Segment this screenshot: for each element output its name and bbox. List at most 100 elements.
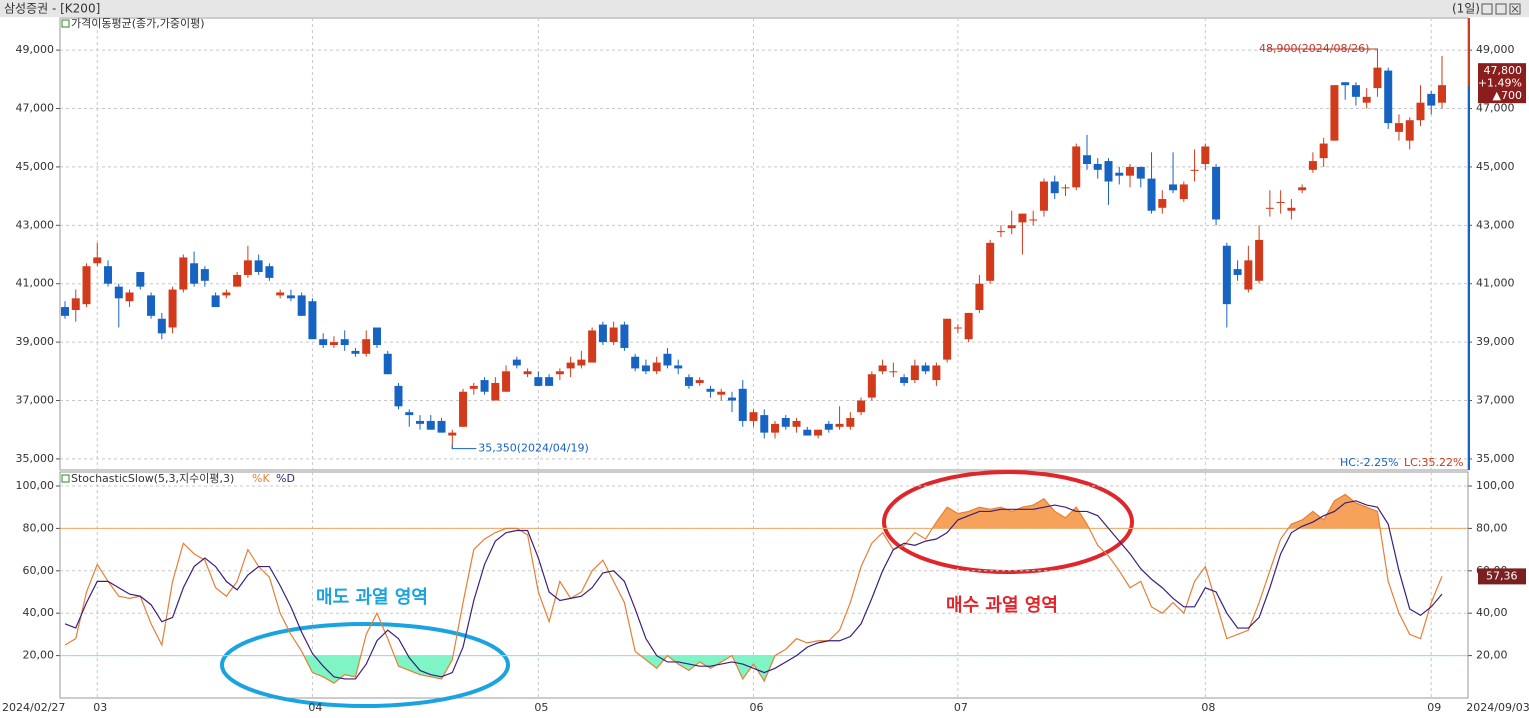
candle-body (211, 295, 220, 308)
candle-body (362, 339, 371, 354)
y-tick-label-right: 37,000 (1476, 394, 1515, 407)
candle-body (717, 391, 726, 395)
candle-body (523, 371, 532, 375)
y-tick-label: 100,00 (16, 479, 55, 492)
candle-body (1158, 199, 1167, 208)
oversold-fill (65, 655, 1442, 684)
x-tick-label: 07 (954, 701, 968, 714)
candle-body (760, 415, 769, 433)
candle-body (168, 289, 177, 328)
candle-body (727, 397, 736, 401)
candle-body (394, 385, 403, 407)
candle-body (1276, 201, 1285, 203)
candle-body (1308, 161, 1317, 170)
candle-body (437, 420, 446, 433)
candle-body (663, 353, 672, 366)
candle-body (340, 339, 349, 346)
candle-body (351, 350, 360, 354)
y-tick-label: 41,000 (16, 277, 55, 290)
candle-body (233, 274, 242, 287)
candle-body (1039, 181, 1048, 211)
x-tick-label: 05 (534, 701, 548, 714)
stoch-legend: StochasticSlow(5,3,지수이평,3) (71, 472, 234, 485)
candle-body (1061, 187, 1070, 189)
candle-body (1201, 146, 1210, 164)
candle-body (803, 429, 812, 436)
last-value-label: 57,36 (1486, 569, 1518, 582)
x-tick-label: 06 (750, 701, 764, 714)
candle-body (1341, 82, 1350, 86)
candle-body (814, 429, 823, 436)
y-tick-label: 35,000 (16, 452, 55, 465)
y-tick-label-right: 80,00 (1476, 521, 1508, 534)
candle-body (383, 353, 392, 375)
candle-body (588, 330, 597, 363)
candle-body (1330, 85, 1339, 141)
candle-body (566, 362, 575, 369)
last-price-label: ▲700 (1493, 89, 1522, 102)
candle-body (147, 295, 156, 316)
y-tick-label: 20,00 (23, 649, 55, 662)
candle-body (372, 327, 381, 346)
candle-body (329, 342, 338, 346)
last-price-label: 47,800 (1484, 64, 1523, 77)
candle-body (480, 380, 489, 392)
candle-body (910, 365, 919, 381)
candle-body (1416, 102, 1425, 121)
candle-body (749, 412, 758, 421)
candle-body (771, 423, 780, 433)
candle-body (932, 365, 941, 381)
candle-body (1072, 146, 1081, 188)
candle-body (1126, 166, 1135, 176)
candle-body (975, 283, 984, 310)
y-tick-label: 49,000 (16, 43, 55, 56)
series-line (64, 500, 1443, 680)
candle-body (1018, 213, 1027, 223)
candle-body (674, 365, 683, 369)
candle-body (1298, 187, 1307, 191)
y-tick-label: 47,000 (16, 102, 55, 115)
x-end-label: 2024/09/03 (1466, 701, 1529, 714)
candle-body (953, 327, 962, 329)
candle-body (577, 359, 586, 366)
y-tick-label-right: 100,00 (1476, 479, 1515, 492)
candle-body (921, 365, 930, 372)
overbought-ellipse (882, 470, 1134, 574)
legend-d: %D (276, 472, 295, 485)
candle-body (609, 327, 618, 343)
candle-body (878, 365, 887, 372)
title-bar (0, 0, 1529, 17)
candle-body (1427, 93, 1436, 106)
candle-body (1319, 143, 1328, 159)
candle-body (1287, 207, 1296, 211)
candle-body (1050, 181, 1059, 194)
y-tick-label-right: 49,000 (1476, 43, 1515, 56)
candle-body (319, 339, 328, 346)
candle-body (190, 263, 199, 284)
candle-body (641, 365, 650, 372)
candle-body (243, 260, 252, 275)
candle-body (114, 286, 123, 299)
window-buttons[interactable] (1481, 3, 1521, 15)
candle-body (1082, 155, 1091, 164)
candle-body (222, 292, 231, 296)
y-tick-label-right: 43,000 (1476, 218, 1515, 231)
last-value-box (1478, 568, 1526, 585)
candle-body (104, 266, 113, 284)
candle-body (469, 385, 478, 389)
max-arrow (1267, 48, 1378, 54)
candle-body (200, 269, 209, 281)
candle-body (459, 391, 468, 427)
candle-body (867, 374, 876, 398)
candle-body (1362, 96, 1371, 103)
candle-body (1438, 85, 1446, 103)
candle-body (308, 301, 317, 340)
candle-body (157, 318, 166, 334)
candle-body (889, 371, 898, 373)
candle-body (1179, 184, 1188, 200)
candle-body (1093, 163, 1102, 170)
candle-body (297, 295, 306, 316)
min-arrow (451, 444, 477, 450)
y-tick-label-right: 47,000 (1476, 102, 1515, 115)
candle-body (835, 423, 844, 427)
